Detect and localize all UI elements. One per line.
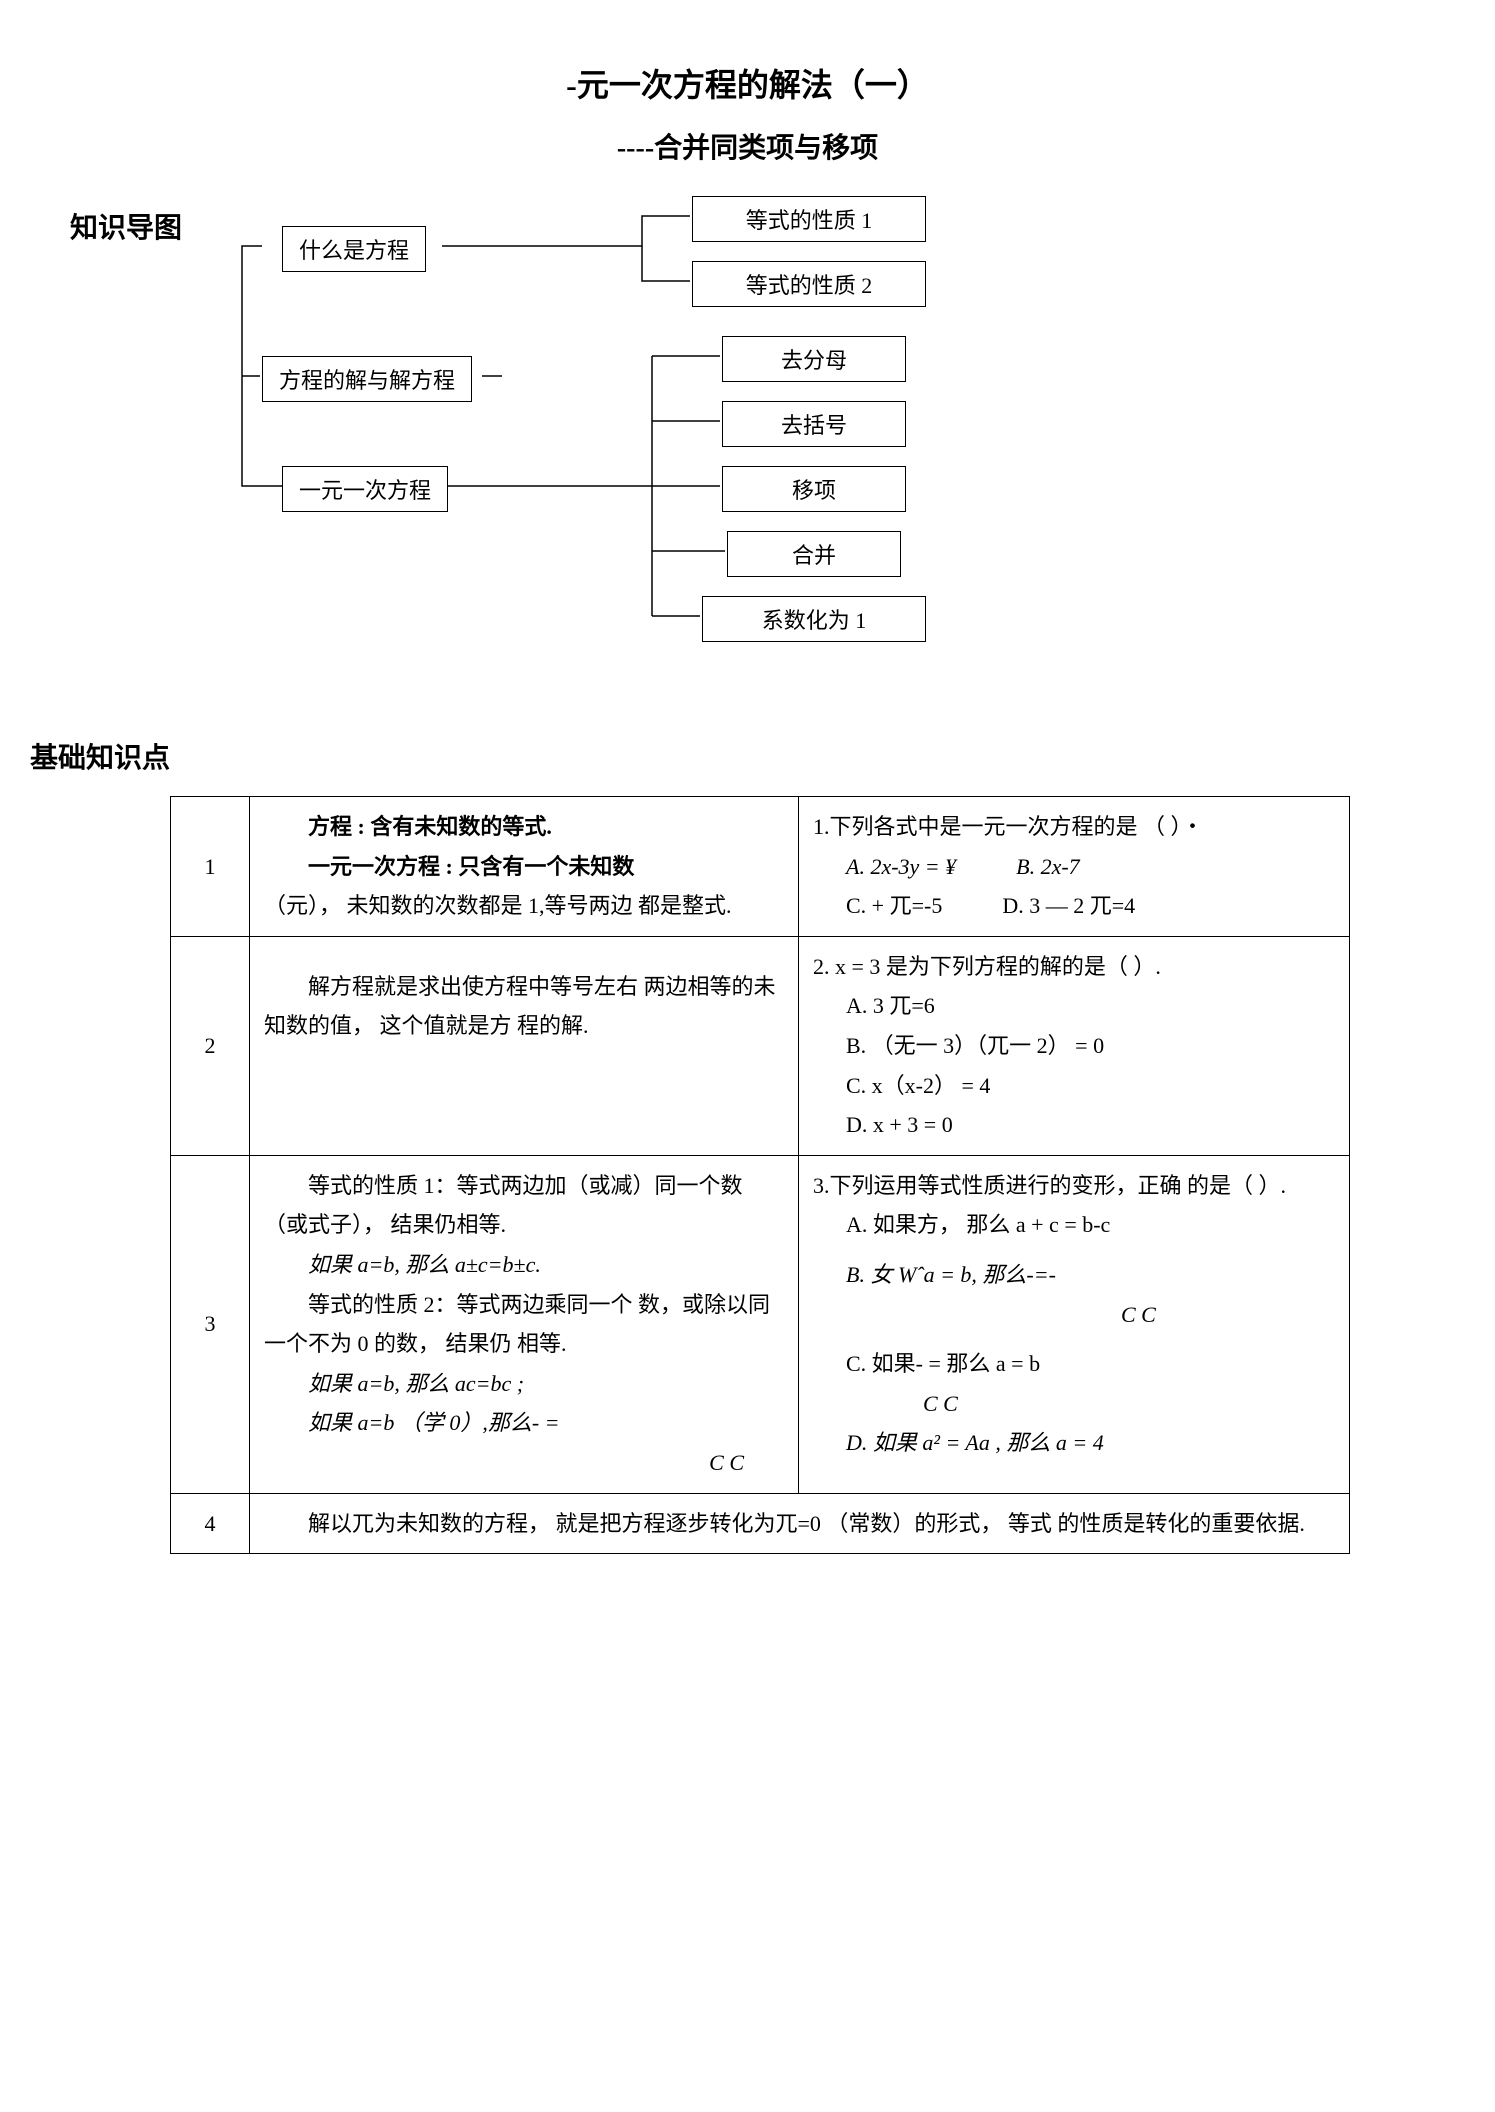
option-a: A. 如果方， 那么 a + c = b-c [846, 1205, 1335, 1245]
node-property-2: 等式的性质 2 [692, 261, 926, 307]
node-linear-equation: 一元一次方程 [282, 466, 448, 512]
table-row: 2 解方程就是求出使方程中等号左右 两边相等的未知数的值， 这个值就是方 程的解… [171, 936, 1350, 1155]
table-row: 4 解以兀为未知数的方程， 就是把方程逐步转化为兀=0 （常数）的形式， 等式 … [171, 1493, 1350, 1554]
option-c: C. x（x-2） = 4 [846, 1066, 1335, 1106]
node-property-1: 等式的性质 1 [692, 196, 926, 242]
row-question: 3.下列运用等式性质进行的变形，正确 的是（ ）. A. 如果方， 那么 a +… [799, 1155, 1350, 1493]
table-row: 3 等式的性质 1：等式两边加（或减）同一个数（或式子）， 结果仍相等. 如果 … [171, 1155, 1350, 1493]
row-number: 2 [171, 936, 250, 1155]
row-question: 2. x = 3 是为下列方程的解的是（ ）. A. 3 兀=6 B. （无一 … [799, 936, 1350, 1155]
text-line: 方程 : 含有未知数的等式. [264, 807, 784, 847]
page-title: -元一次方程的解法（一） [30, 60, 1465, 106]
node-what-is-equation: 什么是方程 [282, 226, 426, 272]
knowledge-diagram: 什么是方程 方程的解与解方程 一元一次方程 等式的性质 1 等式的性质 2 去分… [222, 196, 1042, 696]
diagram-section: 知识导图 什么是方程 方程的解与解方程 一元一次方程 等式的性质 1 等式的性质… [30, 196, 1465, 726]
node-move-terms: 移项 [722, 466, 906, 512]
row-question: 1.下列各式中是一元一次方程的是 （ ）・ A. 2x-3y = ¥ B. 2x… [799, 797, 1350, 937]
text-line: 等式的性质 1：等式两边加（或减）同一个数（或式子）， 结果仍相等. [264, 1166, 784, 1245]
table-row: 1 方程 : 含有未知数的等式. 一元一次方程 : 只含有一个未知数 （元）， … [171, 797, 1350, 937]
option-c-cc: C C [923, 1384, 1335, 1424]
row-number: 4 [171, 1493, 250, 1554]
text-line: 如果 a=b, 那么 a±c=b±c. [264, 1245, 784, 1285]
page-subtitle: ----合并同类项与移项 [30, 126, 1465, 166]
text-line: 解以兀为未知数的方程， 就是把方程逐步转化为兀=0 （常数）的形式， 等式 的性… [264, 1504, 1335, 1544]
knowledge-points-table: 1 方程 : 含有未知数的等式. 一元一次方程 : 只含有一个未知数 （元）， … [170, 796, 1350, 1554]
option-b: B. 女 Wˆa = b, 那么-=- [846, 1255, 1335, 1295]
heading-table: 基础知识点 [30, 736, 1465, 776]
option-c: C. 如果- = 那么 a = b [846, 1344, 1335, 1384]
row-definition: 等式的性质 1：等式两边加（或减）同一个数（或式子）， 结果仍相等. 如果 a=… [250, 1155, 799, 1493]
text-line: 等式的性质 2：等式两边乘同一个 数，或除以同一个不为 0 的数， 结果仍 相等… [264, 1285, 784, 1364]
question-text: 2. x = 3 是为下列方程的解的是（ ）. [813, 947, 1335, 987]
option-d: D. x + 3 = 0 [846, 1105, 1335, 1145]
option-b: B. （无一 3）（兀一 2） = 0 [846, 1026, 1335, 1066]
question-text: 3.下列运用等式性质进行的变形，正确 的是（ ）. [813, 1166, 1335, 1206]
text-line: C C [264, 1443, 784, 1483]
text-line: 解方程就是求出使方程中等号左右 两边相等的未知数的值， 这个值就是方 程的解. [264, 967, 784, 1046]
node-solution: 方程的解与解方程 [262, 356, 472, 402]
node-combine: 合并 [727, 531, 901, 577]
option-a: A. 2x-3y = ¥ [846, 847, 956, 887]
text-line: 一元一次方程 : 只含有一个未知数 [264, 847, 784, 887]
text-line: 如果 a=b （学 0）,那么- = [264, 1403, 784, 1443]
row-number: 1 [171, 797, 250, 937]
option-b: B. 2x-7 [1016, 847, 1080, 887]
option-d: D. 如果 a² = Aa , 那么 a = 4 [846, 1423, 1335, 1463]
option-a: A. 3 兀=6 [846, 986, 1335, 1026]
question-text: 1.下列各式中是一元一次方程的是 （ ）・ [813, 807, 1335, 847]
option-b-cc: C C [1121, 1295, 1335, 1335]
row-summary: 解以兀为未知数的方程， 就是把方程逐步转化为兀=0 （常数）的形式， 等式 的性… [250, 1493, 1350, 1554]
row-definition: 方程 : 含有未知数的等式. 一元一次方程 : 只含有一个未知数 （元）， 未知… [250, 797, 799, 937]
row-number: 3 [171, 1155, 250, 1493]
option-c: C. + 兀=-5 [846, 886, 942, 926]
heading-diagram: 知识导图 [70, 206, 182, 246]
text-line: 如果 a=b, 那么 ac=bc ; [264, 1364, 784, 1404]
node-coefficient-1: 系数化为 1 [702, 596, 926, 642]
text-line: （元）， 未知数的次数都是 1,等号两边 都是整式. [264, 886, 784, 926]
row-definition: 解方程就是求出使方程中等号左右 两边相等的未知数的值， 这个值就是方 程的解. [250, 936, 799, 1155]
node-remove-parentheses: 去括号 [722, 401, 906, 447]
option-d: D. 3 — 2 兀=4 [1002, 886, 1135, 926]
node-remove-denominator: 去分母 [722, 336, 906, 382]
